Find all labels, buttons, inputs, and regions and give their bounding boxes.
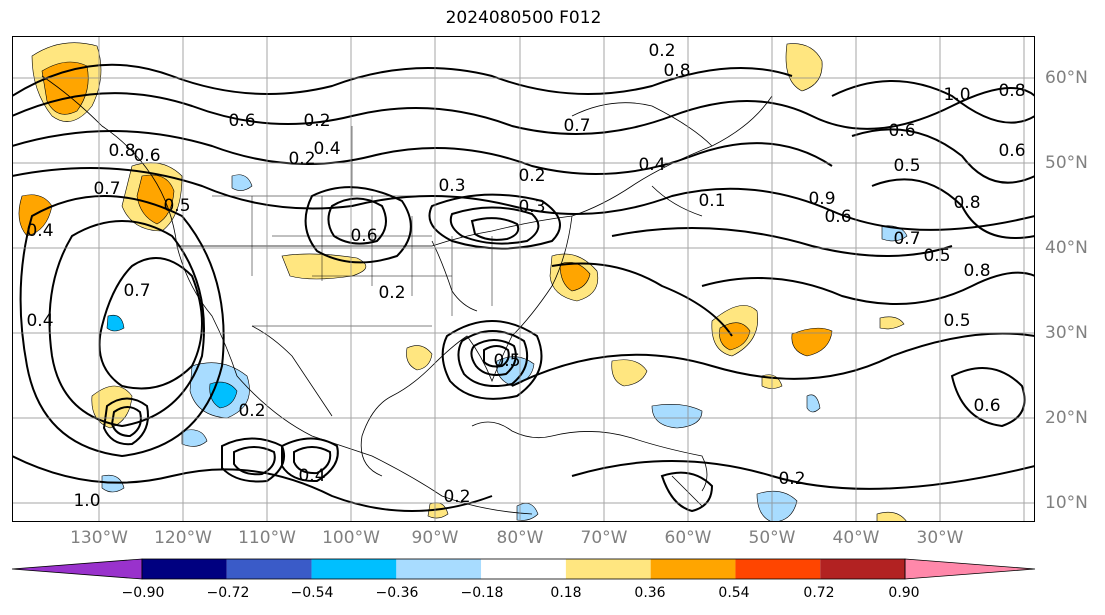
colorbar-segment [481,559,566,579]
lat-label: 60°N [1045,68,1088,88]
contour-label: 0.1 [698,191,725,211]
contour-label: 0.3 [518,197,545,217]
shaded-anomalies [18,42,908,522]
graticule [12,36,1035,522]
contour-labels: 0.2 0.6 0.2 0.4 0.3 0.2 0.7 0.8 0.2 0.1 … [26,41,1025,511]
lon-label: 80°W [496,528,544,548]
contour-label: 0.2 [518,166,545,186]
contour-label: 0.7 [563,116,590,136]
contour-label: 0.6 [824,207,851,227]
contour-label: 0.7 [93,179,120,199]
contour-label: 0.6 [133,146,160,166]
map-canvas: 0.2 0.6 0.2 0.4 0.3 0.2 0.7 0.8 0.2 0.1 … [12,36,1035,522]
map-panel[interactable]: 0.2 0.6 0.2 0.4 0.3 0.2 0.7 0.8 0.2 0.1 … [12,36,1035,522]
contour-label: 0.8 [953,193,980,213]
lat-label: 30°N [1045,323,1088,343]
lon-label: 130°W [70,528,128,548]
contour-label: 1.0 [943,85,970,105]
lat-label: 40°N [1045,238,1088,258]
lat-label: 20°N [1045,408,1088,428]
colorbar-tick: −0.18 [460,585,504,601]
contour-label: 0.3 [438,176,465,196]
contour-label: 0.2 [778,469,805,489]
contour-label: 0.2 [378,283,405,303]
colorbar-segment [226,559,312,579]
contour-label: 0.8 [108,141,135,161]
contour-label: 0.5 [893,156,920,176]
contour-label: 0.5 [493,351,520,371]
contour-label: 0.4 [638,155,665,175]
contour-label: 0.4 [298,466,325,486]
colorbar-segment [820,559,905,579]
contour-label: 0.8 [663,61,690,81]
contour-label: 0.2 [303,111,330,131]
contour-label: 0.4 [26,311,53,331]
lat-label: 10°N [1045,493,1088,513]
colorbar-tick: −0.90 [121,585,165,601]
contour-label: 0.7 [123,281,150,301]
contour-label: 0.6 [973,396,1000,416]
contour-lines [12,63,1035,513]
lon-label: 110°W [238,528,296,548]
contour-label: 0.2 [238,401,265,421]
map-title: 2024080500 F012 [445,8,602,28]
contour-label: 0.2 [288,149,315,169]
contour-label: 0.4 [26,221,53,241]
contour-label: 0.5 [923,246,950,266]
contour-label: 0.5 [163,196,190,216]
colorbar-tick: 0.72 [803,585,835,601]
contour-label: 0.6 [998,141,1025,161]
contour-label: 0.8 [998,81,1025,101]
lon-label: 30°W [916,528,964,548]
contour-label: 0.2 [648,41,675,61]
colorbar-min-arrow [11,558,143,580]
contour-label: 0.8 [963,261,990,281]
colorbar-tick: 0.54 [718,585,750,601]
colorbar-segment [396,559,482,579]
contour-label: 0.2 [443,487,470,507]
colorbar-segment [565,559,651,579]
lon-label: 50°W [748,528,796,548]
colorbar [11,558,1036,580]
colorbar-segment [650,559,736,579]
contour-label: 0.4 [313,139,340,159]
lon-label: 90°W [411,528,459,548]
colorbar-tick: 0.18 [550,585,582,601]
colorbar-tick: 0.90 [888,585,920,601]
colorbar-tick: −0.36 [375,585,419,601]
colorbar-segment [735,559,821,579]
colorbar-tick: −0.54 [290,585,334,601]
lon-label: 70°W [580,528,628,548]
colorbar-outline [141,558,906,580]
contour-label: 0.9 [808,189,835,209]
lat-label: 50°N [1045,153,1088,173]
contour-label: 1.0 [73,491,100,511]
lon-label: 100°W [322,528,380,548]
colorbar-segment [142,559,227,579]
lon-label: 40°W [832,528,880,548]
contour-label: 0.6 [350,226,377,246]
colorbar-segment [311,559,397,579]
lon-label: 120°W [154,528,212,548]
contour-label: 0.7 [893,229,920,249]
colorbar-tick: 0.36 [634,585,666,601]
contour-label: 0.6 [228,111,255,131]
colorbar-tick: −0.72 [206,585,250,601]
colorbar-max-arrow [904,558,1036,580]
lon-label: 60°W [664,528,712,548]
contour-label: 0.6 [888,121,915,141]
contour-label: 0.5 [943,311,970,331]
